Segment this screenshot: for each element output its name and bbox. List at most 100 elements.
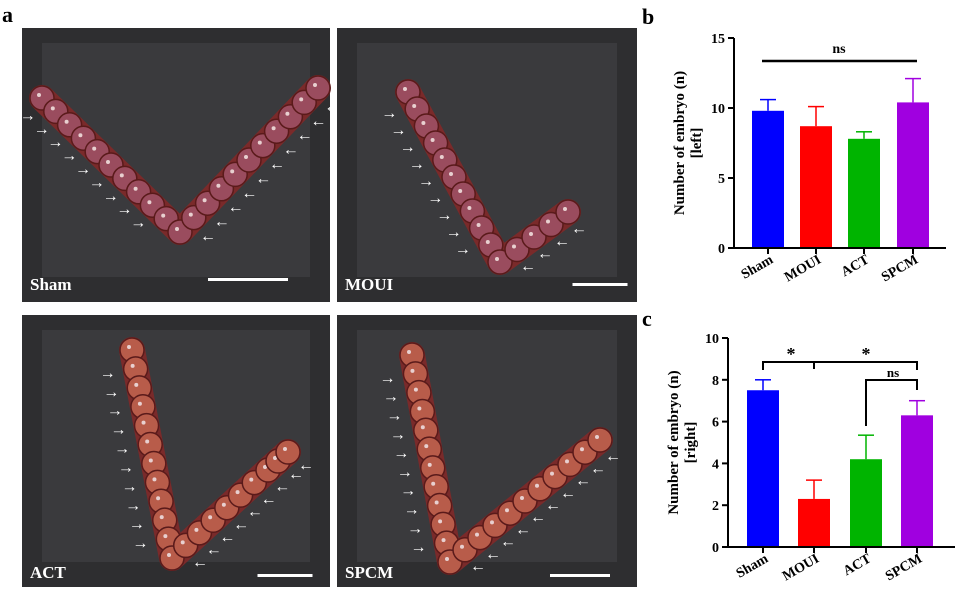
embryo-highlight	[403, 87, 407, 91]
arrow-icon: →	[20, 107, 36, 124]
y-tick-label: 4	[712, 457, 719, 472]
embryo-highlight	[427, 462, 432, 467]
embryo-highlight	[460, 544, 464, 549]
embryo-highlight	[50, 106, 55, 111]
arrow-icon: ←	[575, 473, 591, 490]
arrow-icon: →	[397, 464, 413, 481]
arrow-icon: ←	[520, 258, 536, 275]
arrow-icon: →	[390, 122, 406, 139]
embryo-highlight	[441, 538, 446, 543]
embryo-highlight	[410, 368, 415, 373]
photo-sham: →→→→→→→→→←←←←←←←←←←Sham	[20, 28, 340, 302]
arrow-icon: →	[393, 445, 409, 462]
arrow-icon: →	[107, 403, 123, 420]
embryo-sac	[521, 224, 547, 250]
embryo-highlight	[283, 447, 287, 451]
arrow-icon: ←	[530, 509, 546, 526]
arrow-icon: →	[455, 241, 471, 258]
embryo-highlight	[520, 496, 524, 500]
embryo-highlight	[188, 212, 193, 217]
embryo-highlight	[563, 207, 567, 211]
chart-b: Sham MOUI ACT SPCM 0 5 10 15 Number of embryo (n…	[672, 32, 946, 285]
embryo-highlight	[413, 387, 418, 392]
embryo-highlight	[175, 227, 179, 231]
significance-bracket	[762, 361, 918, 370]
scale-bar	[257, 574, 313, 577]
arrow-icon: ←	[515, 521, 531, 538]
arrow-icon: →	[34, 121, 50, 138]
arrow-icon: ←	[261, 491, 277, 508]
embryo-highlight	[134, 382, 139, 387]
embryo-sac	[305, 75, 331, 101]
arrow-icon: →	[132, 535, 148, 552]
bar-sham	[752, 110, 784, 248]
y-tick-label: 10	[711, 102, 725, 117]
embryo-highlight	[78, 133, 83, 138]
embryo-highlight	[263, 465, 267, 469]
embryo-highlight	[37, 93, 41, 97]
arrow-icon: ←	[233, 516, 249, 533]
arrow-icon: ←	[297, 127, 313, 144]
y-tick-label: 10	[705, 332, 719, 347]
arrow-icon: →	[446, 224, 462, 241]
y-tick-label: 15	[711, 32, 725, 47]
photo-label: ACT	[30, 563, 67, 582]
embryo-highlight	[147, 200, 152, 205]
embryo-highlight	[133, 186, 138, 191]
arrow-icon: →	[121, 478, 137, 495]
arrow-icon: ←	[283, 142, 299, 159]
arrow-icon: →	[400, 483, 416, 500]
arrow-icon: ←	[605, 448, 621, 465]
embryo-highlight	[529, 232, 533, 236]
arrow-icon: ←	[192, 554, 208, 571]
arrow-icon: →	[129, 516, 145, 533]
embryo-highlight	[167, 553, 171, 557]
panel-label-b: b	[642, 4, 654, 29]
arrow-icon: ←	[200, 228, 216, 245]
arrow-icon: ←	[288, 466, 304, 483]
arrow-icon: →	[103, 188, 119, 205]
arrow-icon: ←	[500, 534, 516, 551]
arrow-icon: ←	[241, 185, 257, 202]
arrow-icon: →	[409, 156, 425, 173]
arrow-icon: →	[116, 201, 132, 218]
embryo-highlight	[130, 363, 135, 368]
embryo-highlight	[202, 198, 207, 203]
embryo-highlight	[495, 257, 499, 261]
embryo-sac	[555, 199, 581, 225]
x-tick-label: Sham	[734, 551, 771, 581]
embryo-highlight	[476, 223, 481, 227]
arrow-icon: ←	[298, 457, 314, 474]
embryo-highlight	[438, 519, 443, 524]
photo-act: →→→→→→→→→→←←←←←←←←←ACT	[22, 315, 330, 587]
significance-label: *	[862, 344, 871, 364]
embryo-highlight	[106, 160, 110, 164]
panel-label-c: c	[642, 306, 652, 331]
y-axis-label-line2: [right]	[683, 422, 699, 464]
y-tick-label: 5	[718, 172, 725, 187]
bar-sham	[747, 390, 779, 547]
significance-label: ns	[832, 42, 846, 57]
x-tick-label: Sham	[739, 252, 776, 282]
embryo-highlight	[449, 172, 453, 176]
embryo-highlight	[550, 471, 554, 476]
arrow-icon: →	[103, 384, 119, 401]
x-tick-label: ACT	[841, 551, 875, 579]
arrow-icon: →	[130, 215, 146, 232]
embryo-highlight	[421, 121, 426, 125]
arrow-icon: ←	[590, 460, 606, 477]
embryo-highlight	[595, 435, 599, 439]
embryo-highlight	[434, 500, 439, 505]
arrow-icon: →	[427, 190, 443, 207]
photo-moui: →→→→→→→→→←←←←MOUI	[337, 28, 637, 302]
photo-panels: →→→→→→→→→←←←←←←←←←←Sham→→→→→→→→→←←←←MOUI…	[20, 28, 637, 587]
embryo-highlight	[505, 508, 509, 513]
arrow-icon: ←	[310, 113, 326, 130]
arrow-icon: →	[404, 502, 420, 519]
arrow-icon: →	[381, 105, 397, 122]
arrow-icon: ←	[247, 504, 263, 521]
embryo-highlight	[257, 140, 262, 145]
arrow-icon: ←	[545, 497, 561, 514]
embryo-highlight	[230, 169, 235, 174]
embryo-highlight	[159, 515, 164, 520]
